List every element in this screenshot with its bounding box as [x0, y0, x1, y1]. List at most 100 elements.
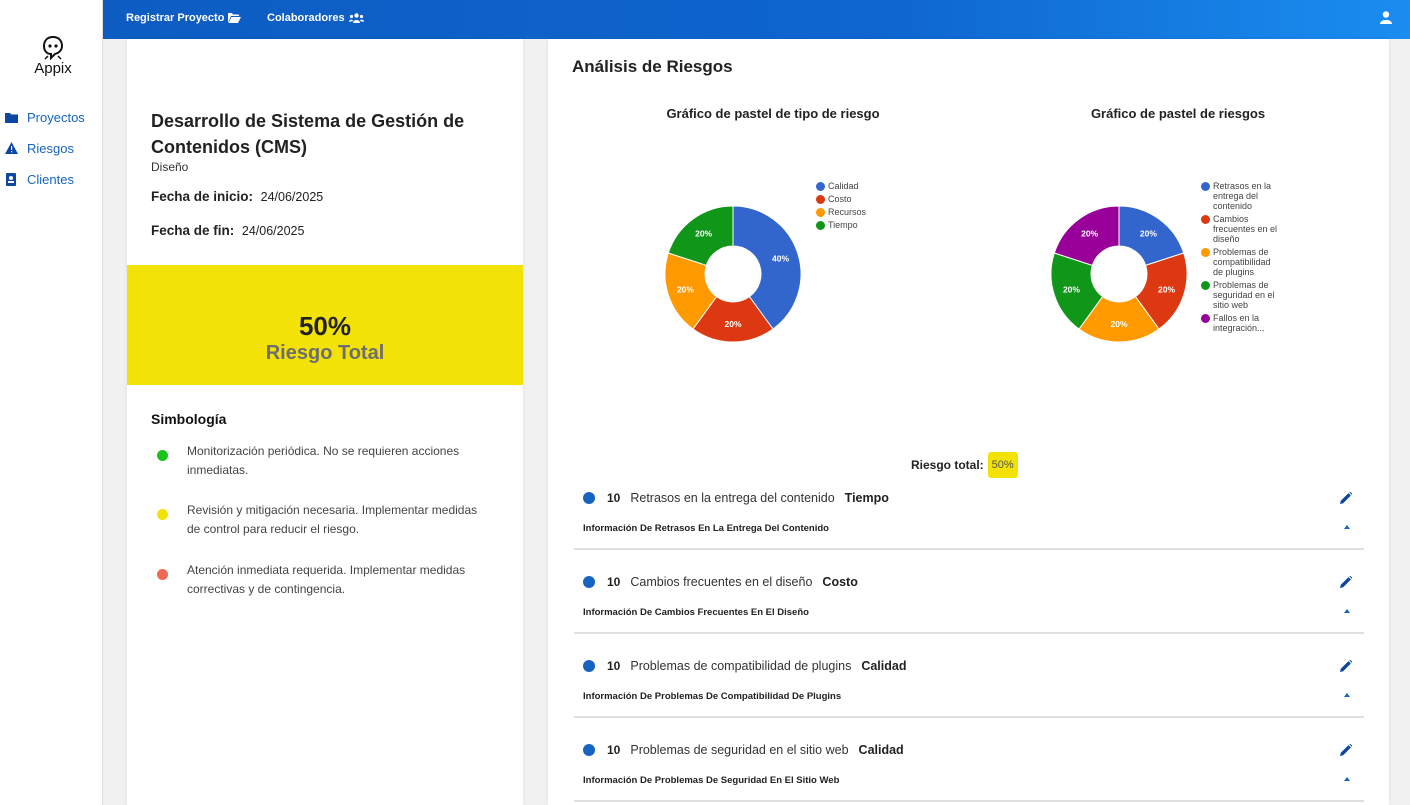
legend-item[interactable]: Recursos: [816, 207, 886, 217]
chart-title-risk-type: Gráfico de pastel de tipo de riesgo: [666, 106, 880, 121]
legend-item[interactable]: Tiempo: [816, 220, 886, 230]
pie-slice-0[interactable]: [1118, 205, 1185, 266]
pie-slice-3[interactable]: [667, 205, 734, 266]
pie-slice-label: 20%: [1081, 229, 1098, 239]
risk-score: 10: [607, 743, 621, 757]
legend-swatch-icon: [1201, 314, 1210, 323]
sidebar: Appix Proyectos Riesgos Clientes: [0, 0, 103, 805]
legend-item[interactable]: Cambios frecuentes en el diseño: [1201, 214, 1279, 244]
legend-swatch-icon: [1201, 248, 1210, 257]
risk-type: Costo: [822, 575, 858, 589]
legend-swatch-icon: [816, 182, 825, 191]
risk-item: 10 Problemas de compatibilidad de plugins…: [574, 649, 1364, 733]
pie-slice-3[interactable]: [1050, 252, 1104, 330]
pie-slice-4[interactable]: [1053, 205, 1120, 266]
risk-item: 10 Cambios frecuentes en el diseño Costo In…: [574, 565, 1364, 649]
risk-type: Tiempo: [844, 491, 889, 505]
yellow-dot-icon: [157, 509, 168, 520]
pie-chart-risks[interactable]: 20% 20% 20% 20% 20%: [1044, 199, 1194, 349]
legend-swatch-icon: [816, 208, 825, 217]
register-project-link[interactable]: Registrar Proyecto: [126, 12, 242, 24]
end-date-value: 24/06/2025: [241, 224, 305, 238]
symbology-item-yellow: Revisión y mitigación necesaria. Impleme…: [157, 501, 487, 539]
contact-card-icon: [4, 172, 18, 186]
total-risk-percent: 50%: [298, 311, 352, 341]
risk-level-dot-icon: [583, 744, 595, 756]
risk-item-header[interactable]: 10 Retrasos en la entrega del contenido Ti…: [574, 481, 1364, 515]
collaborators-label: Colaboradores: [267, 12, 345, 24]
total-risk-badge: 50%: [987, 452, 1018, 478]
risk-item-header[interactable]: 10 Cambios frecuentes en el diseño Costo: [574, 565, 1364, 599]
caret-up-icon[interactable]: [1344, 777, 1350, 781]
legend-label: Costo: [828, 194, 852, 204]
chart-legend-risks: Retrasos en la entrega del contenido Camb…: [1201, 181, 1279, 336]
risk-item: 10 Retrasos en la entrega del contenido Ti…: [574, 481, 1364, 565]
green-dot-icon: [157, 450, 168, 461]
legend-label: Fallos en la integración...: [1213, 313, 1265, 333]
caret-up-icon[interactable]: [1344, 525, 1350, 529]
pie-slice-1[interactable]: [1134, 252, 1188, 330]
risk-score: 10: [607, 659, 621, 673]
legend-item[interactable]: Costo: [816, 194, 886, 204]
legend-label: Recursos: [828, 207, 867, 217]
risk-info-toggle[interactable]: Información De Cambios Frecuentes En El …: [583, 607, 809, 618]
legend-item[interactable]: Calidad: [816, 181, 886, 191]
risk-score: 10: [607, 575, 621, 589]
pie-slice-2[interactable]: [664, 252, 718, 330]
risk-item: 10 Problemas de seguridad en el sitio web…: [574, 733, 1364, 805]
legend-item[interactable]: Retrasos en la entrega del contenido: [1201, 181, 1279, 211]
end-date-row: Fecha de fin: 24/06/2025: [151, 223, 304, 238]
register-project-label: Registrar Proyecto: [126, 12, 225, 24]
risk-item-header[interactable]: 10 Problemas de compatibilidad de plugins…: [574, 649, 1364, 683]
chart-legend-risk-type: Calidad Costo Recursos Tiempo: [816, 181, 886, 233]
legend-swatch-icon: [816, 195, 825, 204]
legend-label: Calidad: [828, 181, 859, 191]
pie-slice-label: 20%: [695, 229, 712, 239]
edit-pencil-icon[interactable]: [1340, 659, 1353, 677]
caret-up-icon[interactable]: [1344, 609, 1350, 613]
analysis-title: Análisis de Riesgos: [572, 57, 733, 76]
legend-label: Cambios frecuentes en el diseño: [1213, 214, 1278, 244]
collaborators-link[interactable]: Colaboradores: [267, 12, 364, 24]
top-navbar: Registrar Proyecto Colaboradores: [103, 0, 1410, 39]
pie-chart-risk-type[interactable]: 40% 20% 20% 20%: [658, 199, 808, 349]
risk-score: 10: [607, 491, 621, 505]
project-title: Desarrollo de Sistema de Gestión de Cont…: [151, 111, 465, 157]
risk-analysis-card: Análisis de Riesgos Gráfico de pastel de…: [548, 39, 1389, 805]
sidebar-item-proyectos[interactable]: Proyectos: [0, 106, 85, 128]
user-icon[interactable]: [1380, 11, 1392, 29]
legend-item[interactable]: Problemas de seguridad en el sitio web: [1201, 280, 1279, 310]
symbology-item-green: Monitorización periódica. No se requiere…: [157, 442, 487, 480]
project-summary-card: Desarrollo de Sistema de Gestión de Cont…: [127, 39, 523, 805]
risk-type: Calidad: [858, 743, 904, 757]
edit-pencil-icon[interactable]: [1340, 575, 1353, 593]
legend-item[interactable]: Fallos en la integración...: [1201, 313, 1279, 333]
folder-open-icon: [228, 13, 242, 23]
project-phase: Diseño: [151, 160, 189, 174]
divider: [574, 716, 1364, 718]
risk-info-toggle[interactable]: Información De Retrasos En La Entrega De…: [583, 523, 829, 534]
pie-slice-1[interactable]: [692, 295, 774, 343]
legend-item[interactable]: Problemas de compatibilidad de plugins: [1201, 247, 1279, 277]
symbology-title: Simbología: [151, 411, 227, 427]
pie-slice-2[interactable]: [1078, 295, 1160, 343]
risk-info-toggle[interactable]: Información De Problemas De Compatibilid…: [583, 691, 842, 702]
pie-slice-0[interactable]: [732, 205, 802, 330]
legend-label: Problemas de seguridad en el sitio web: [1213, 280, 1275, 310]
app-logo[interactable]: Appix: [28, 36, 78, 77]
legend-label: Tiempo: [828, 220, 858, 230]
pie-slice-label: 20%: [724, 319, 741, 329]
total-risk-box: 50% Riesgo Total: [127, 265, 523, 385]
edit-pencil-icon[interactable]: [1340, 743, 1353, 761]
total-risk-row: Riesgo total: 50%: [911, 452, 1018, 478]
caret-up-icon[interactable]: [1344, 693, 1350, 697]
risk-item-header[interactable]: 10 Problemas de seguridad en el sitio web…: [574, 733, 1364, 767]
pie-slice-label: 40%: [772, 254, 789, 264]
sidebar-item-clientes[interactable]: Clientes: [0, 168, 85, 190]
edit-pencil-icon[interactable]: [1340, 491, 1353, 509]
divider: [574, 800, 1364, 802]
sidebar-item-riesgos[interactable]: Riesgos: [0, 137, 85, 159]
end-date-label: Fecha de fin:: [151, 223, 235, 238]
risk-level-dot-icon: [583, 660, 595, 672]
risk-info-toggle[interactable]: Información De Problemas De Seguridad En…: [583, 775, 840, 786]
